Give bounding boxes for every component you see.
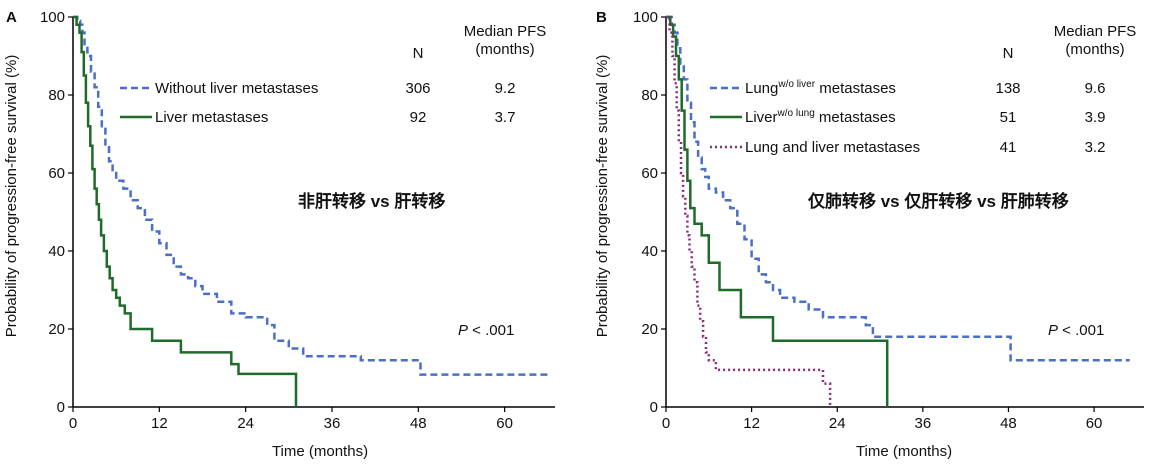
panel-a-legend: N Median PFS (months) Without liver meta… <box>120 23 546 126</box>
panel-a-y-tick-label-5: 100 <box>40 9 65 26</box>
panel-b-label: B <box>596 9 607 26</box>
panel-b-y-tick-label-4: 80 <box>641 87 658 104</box>
panel-b-legend-header-n: N <box>1003 45 1014 62</box>
panel-b-legend-label-0-sup: w/o liver <box>777 79 815 90</box>
panel-b-legend-label-0-name: Lung <box>745 80 778 97</box>
panel-a-label: A <box>6 9 17 26</box>
panel-b-legend-n-2: 41 <box>1000 139 1017 156</box>
panel-b-legend-label-1-sup: w/o lung <box>777 108 815 119</box>
panel-b-legend-header-median-1: Median PFS <box>1054 23 1137 40</box>
panel-b-y-tick-label-2: 40 <box>641 243 658 260</box>
panel-b-legend-n-1: 51 <box>1000 109 1017 126</box>
panel-a-x-tick-label-4: 48 <box>410 415 427 432</box>
panel-b-series-2-curve <box>666 15 832 407</box>
panel-a-legend-header-median-2: (months) <box>475 41 534 58</box>
panel-b-legend-label-2: Lung and liver metastases <box>745 139 920 156</box>
panel-b-p-value: P < .001 <box>1048 322 1104 339</box>
panel-a-annotation: 非肝转移 vs 肝转移 <box>298 191 445 211</box>
panel-a-x-tick-label-5: 60 <box>496 415 513 432</box>
panel-b-legend: N Median PFS (months) Lungw/o liver meta… <box>710 23 1136 156</box>
panel-b-y-tick-label-0: 0 <box>650 399 658 416</box>
panel-b-p-rest: < .001 <box>1058 322 1104 339</box>
panel-a-y-tick-label-0: 0 <box>57 399 65 416</box>
panel-a-legend-median-0: 9.2 <box>495 80 516 97</box>
panel-a-y-axis-label: Probability of progression-free survival… <box>3 55 20 338</box>
panel-b-p-italic: P <box>1048 322 1058 339</box>
panel-b-series-1-curve <box>666 15 889 407</box>
panel-b-x-tick-label-2: 24 <box>829 415 846 432</box>
panel-b-legend-header-median-2: (months) <box>1065 41 1124 58</box>
panel-b-y-tick-label-1: 20 <box>641 321 658 338</box>
panel-a-x-tick-label-2: 24 <box>237 415 254 432</box>
panel-b-legend-label-0: Lungw/o liver metastases <box>745 79 896 97</box>
panel-b-annotation: 仅肺转移 vs 仅肝转移 vs 肝肺转移 <box>807 191 1069 211</box>
panel-a-x-tick-label-3: 36 <box>324 415 341 432</box>
panel-a-x-axis-label: Time (months) <box>272 443 368 460</box>
panel-b-legend-median-1: 3.9 <box>1085 109 1106 126</box>
panel-b-x-tick-label-1: 12 <box>743 415 760 432</box>
panel-a-series-0-curve <box>73 15 548 376</box>
panel-a-legend-label-0: Without liver metastases <box>155 80 318 97</box>
panel-b-legend-n-0: 138 <box>995 80 1020 97</box>
panel-a-legend-header-median-1: Median PFS <box>464 23 547 40</box>
panel-a-y-tick-label-3: 60 <box>48 165 65 182</box>
panel-a-legend-label-1: Liver metastases <box>155 109 268 126</box>
panel-a-series-1-curve <box>73 15 298 407</box>
panel-b-y-tick-label-3: 60 <box>641 165 658 182</box>
panel-a-plot-area: 0 12 24 36 48 60 0 20 40 60 80 100 <box>40 9 555 432</box>
panel-b-x-axis-label: Time (months) <box>856 443 952 460</box>
panel-b-legend-median-2: 3.2 <box>1085 139 1106 156</box>
panel-b-plot-area: 0 12 24 36 48 60 0 20 40 60 80 100 <box>633 9 1144 432</box>
panel-a-y-tick-label-2: 40 <box>48 243 65 260</box>
panel-b-legend-label-1: Liverw/o lung metastases <box>745 108 896 126</box>
panel-a-legend-n-0: 306 <box>405 80 430 97</box>
panel-b-legend-label-1-name: Liver <box>745 109 778 126</box>
panel-b-y-axis-label: Probability of progression-free survival… <box>594 55 611 338</box>
panel-b-x-tick-label-3: 36 <box>914 415 931 432</box>
panel-a-p-rest: < .001 <box>468 322 514 339</box>
panel-a-p-value: P < .001 <box>458 322 514 339</box>
panel-a-p-italic: P <box>458 322 468 339</box>
panel-b-y-tick-label-5: 100 <box>633 9 658 26</box>
panel-b-series-0-curve <box>666 15 1130 362</box>
panel-b-x-tick-label-4: 48 <box>1000 415 1017 432</box>
panel-a-y-tick-label-1: 20 <box>48 321 65 338</box>
panel-b-x-tick-label-0: 0 <box>662 415 670 432</box>
panel-b-legend-median-0: 9.6 <box>1085 80 1106 97</box>
panel-b-legend-label-0-suffix: metastases <box>815 80 896 97</box>
panel-a-x-tick-label-0: 0 <box>69 415 77 432</box>
panel-a-y-tick-label-4: 80 <box>48 87 65 104</box>
panel-b-x-tick-label-5: 60 <box>1086 415 1103 432</box>
panel-b-legend-label-1-suffix: metastases <box>815 109 896 126</box>
panel-a-legend-n-1: 92 <box>410 109 427 126</box>
panel-a-x-tick-label-1: 12 <box>151 415 168 432</box>
panel-a-legend-header-n: N <box>413 45 424 62</box>
panel-a-legend-median-1: 3.7 <box>495 109 516 126</box>
